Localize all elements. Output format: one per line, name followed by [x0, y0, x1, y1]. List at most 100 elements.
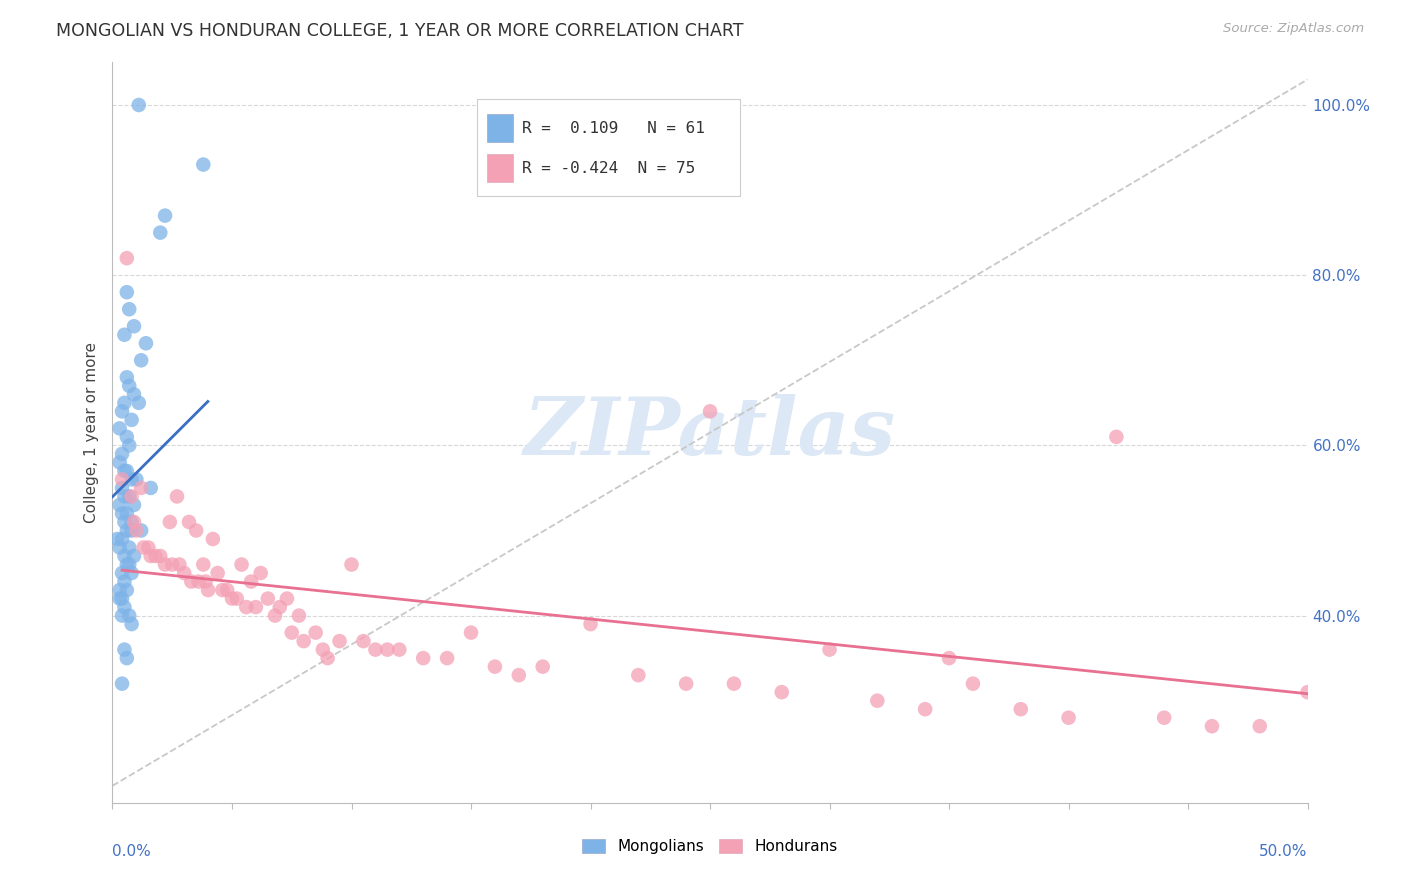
Text: Source: ZipAtlas.com: Source: ZipAtlas.com — [1223, 22, 1364, 36]
Point — [149, 549, 172, 563]
Point — [114, 515, 135, 529]
Point — [225, 591, 247, 606]
Point — [108, 541, 131, 555]
Point — [121, 566, 143, 580]
Point — [1201, 719, 1223, 733]
Point — [115, 507, 138, 521]
Point — [249, 566, 271, 580]
Text: 50.0%: 50.0% — [1260, 844, 1308, 858]
Point — [139, 549, 162, 563]
Point — [1296, 685, 1319, 699]
Point — [1249, 719, 1271, 733]
Y-axis label: College, 1 year or more: College, 1 year or more — [84, 343, 100, 523]
Point — [770, 685, 793, 699]
Point — [139, 481, 162, 495]
Point — [111, 532, 134, 546]
Point — [193, 558, 215, 572]
Text: 0.0%: 0.0% — [112, 844, 152, 858]
Text: MONGOLIAN VS HONDURAN COLLEGE, 1 YEAR OR MORE CORRELATION CHART: MONGOLIAN VS HONDURAN COLLEGE, 1 YEAR OR… — [56, 22, 744, 40]
Point — [121, 515, 143, 529]
Point — [149, 226, 172, 240]
Point — [111, 676, 134, 690]
Point — [122, 387, 145, 401]
Point — [111, 404, 134, 418]
Point — [129, 481, 152, 495]
Point — [111, 481, 134, 495]
Point — [388, 642, 411, 657]
Point — [121, 490, 143, 504]
Point — [111, 608, 134, 623]
Point — [153, 558, 176, 572]
Point — [675, 676, 697, 690]
Point — [115, 370, 138, 384]
Point — [122, 319, 145, 334]
Point — [316, 651, 339, 665]
Point — [159, 515, 181, 529]
Point — [121, 413, 143, 427]
Point — [312, 642, 335, 657]
Point — [115, 251, 138, 265]
Point — [114, 396, 135, 410]
Point — [288, 608, 311, 623]
Text: ZIPatlas: ZIPatlas — [524, 394, 896, 471]
Point — [207, 566, 229, 580]
Bar — [486, 114, 513, 143]
Point — [111, 591, 134, 606]
Point — [122, 515, 145, 529]
Point — [211, 582, 233, 597]
Point — [1105, 430, 1128, 444]
Point — [340, 558, 363, 572]
Point — [186, 524, 208, 538]
Point — [115, 430, 138, 444]
Point — [377, 642, 399, 657]
Bar — [477, 99, 740, 195]
Point — [201, 532, 224, 546]
Point — [118, 490, 141, 504]
Point — [412, 651, 434, 665]
Point — [108, 498, 131, 512]
Point — [723, 676, 745, 690]
Point — [352, 634, 374, 648]
Point — [125, 472, 148, 486]
Point — [111, 447, 134, 461]
Point — [153, 209, 176, 223]
Point — [114, 490, 135, 504]
Point — [169, 558, 191, 572]
Point — [129, 524, 152, 538]
Point — [115, 524, 138, 538]
Point — [108, 591, 131, 606]
Point — [111, 472, 134, 486]
Point — [1153, 711, 1175, 725]
Point — [114, 600, 135, 615]
Point — [818, 642, 841, 657]
Point — [180, 574, 202, 589]
Point — [108, 455, 131, 469]
Point — [193, 157, 215, 171]
Point — [1010, 702, 1032, 716]
Point — [105, 532, 128, 546]
Point — [866, 694, 889, 708]
Point — [276, 591, 298, 606]
Text: R =  0.109   N = 61: R = 0.109 N = 61 — [523, 120, 706, 136]
Point — [914, 702, 936, 716]
Point — [187, 574, 209, 589]
Point — [460, 625, 482, 640]
Point — [121, 617, 143, 632]
Point — [118, 438, 141, 452]
Point — [329, 634, 352, 648]
Point — [115, 651, 138, 665]
Point — [699, 404, 721, 418]
Point — [115, 582, 138, 597]
Point — [145, 549, 167, 563]
Point — [115, 464, 138, 478]
Point — [132, 541, 155, 555]
Point — [269, 600, 291, 615]
Point — [221, 591, 243, 606]
Point — [292, 634, 315, 648]
Point — [177, 515, 200, 529]
Point — [162, 558, 183, 572]
Point — [245, 600, 267, 615]
Point — [257, 591, 280, 606]
Point — [1057, 711, 1080, 725]
Point — [531, 659, 554, 673]
